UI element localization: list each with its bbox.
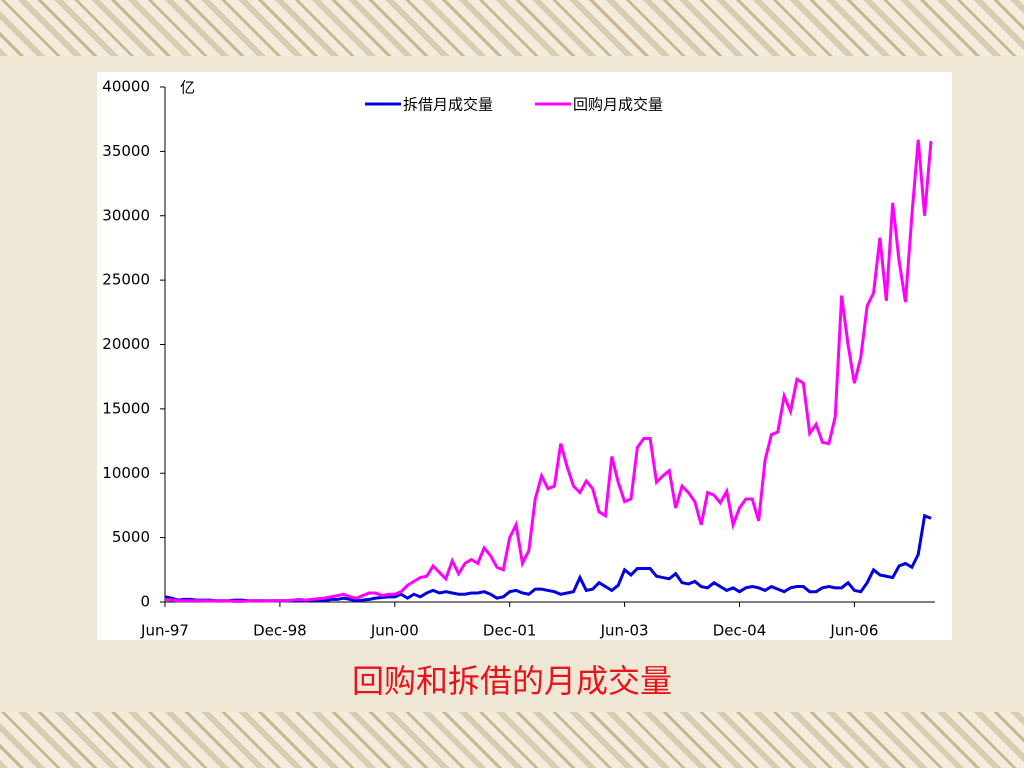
caption: 回购和拆借的月成交量: [351, 662, 672, 700]
y-tick-label: 40000: [102, 78, 150, 96]
y-tick-label: 15000: [102, 399, 150, 417]
x-tick-label: Jun-06: [829, 622, 878, 640]
x-tick-label: Jun-00: [370, 622, 419, 640]
y-tick-label: 5000: [112, 528, 150, 546]
y-tick-label: 30000: [102, 206, 150, 224]
legend-label: 拆借月成交量: [403, 96, 493, 114]
x-tick-label: Jun-97: [140, 622, 189, 640]
line-series: [164, 139, 933, 603]
y-tick-label: 35000: [102, 142, 150, 160]
unit-label: 亿: [180, 79, 195, 97]
x-tick-label: Dec-04: [713, 622, 767, 640]
bottom-border: [0, 712, 1024, 768]
y-tick-label: 25000: [102, 271, 150, 289]
x-tick-label: Jun-03: [600, 622, 649, 640]
chart-background: [97, 72, 952, 640]
legend-label: 回购月成交量: [573, 96, 663, 114]
chart: 亿 0 5000 10000 15000 20000 25000 30000 35000 400…: [97, 72, 952, 640]
y-tick-label: 10000: [102, 464, 150, 482]
x-tick-label: Dec-01: [483, 622, 537, 640]
y-tick-label: 0: [140, 593, 150, 611]
x-tick-label: Dec-98: [253, 622, 307, 640]
top-border: [0, 0, 1024, 56]
y-tick-label: 20000: [102, 335, 150, 353]
